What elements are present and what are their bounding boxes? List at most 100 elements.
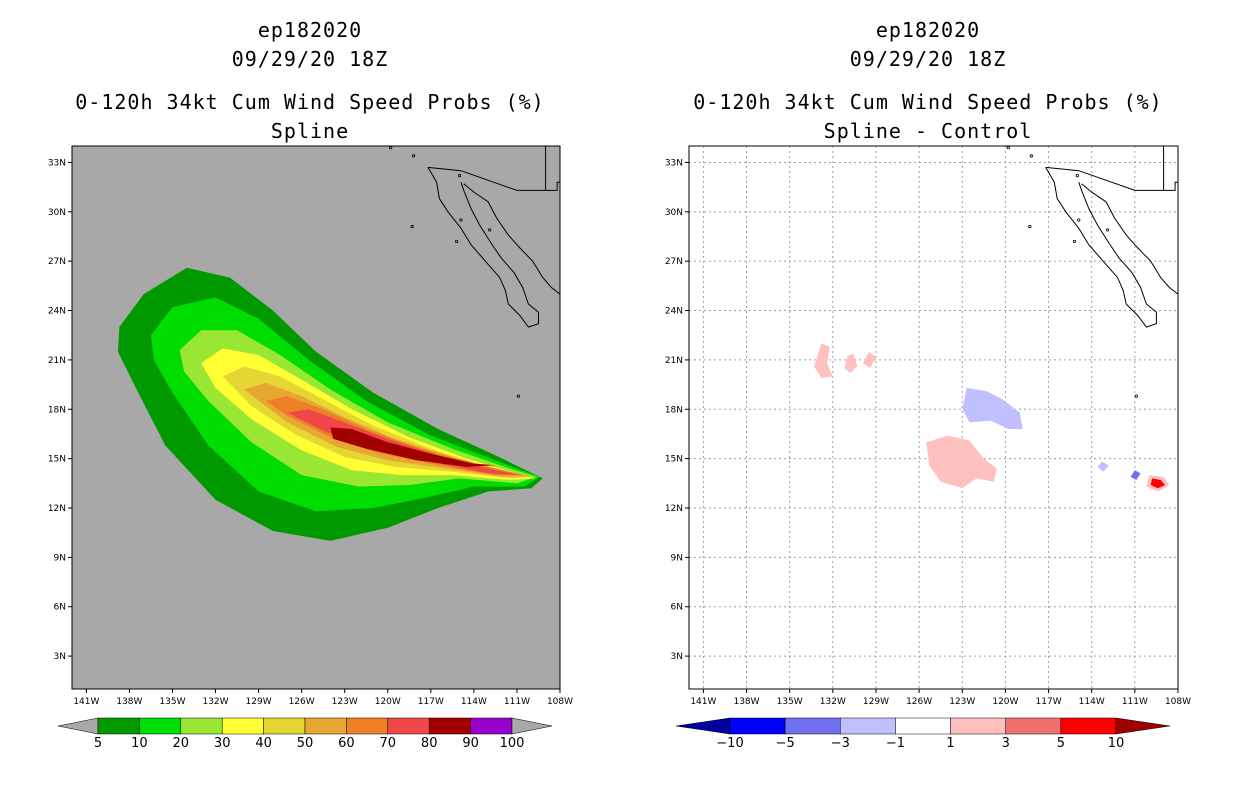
- island: [455, 239, 459, 244]
- island: [516, 394, 520, 398]
- colorbar-swatch: [840, 717, 896, 735]
- lon-tick-label: 117W: [1036, 697, 1062, 707]
- colorbar-label: 1: [946, 736, 954, 751]
- colorbar-swatch: [139, 717, 182, 735]
- island: [1134, 394, 1138, 398]
- right-title-time: 09/29/20 18Z: [849, 47, 1007, 71]
- colorbar-label: 70: [380, 736, 397, 751]
- lat-tick-label: 3N: [671, 652, 683, 662]
- colorbar-label: 10: [1108, 736, 1125, 751]
- contour-level-neg1: [962, 387, 1023, 429]
- colorbar-label: −5: [776, 736, 795, 751]
- left-title-method: Spline: [270, 119, 350, 143]
- lon-tick-label: 111W: [1122, 697, 1148, 707]
- island: [459, 218, 463, 222]
- lon-tick-label: 123W: [949, 697, 975, 707]
- contour-level-1: [844, 353, 858, 374]
- lat-tick-label: 12N: [48, 504, 66, 514]
- coastline: [427, 166, 560, 191]
- lon-tick-label: 132W: [820, 697, 846, 707]
- colorbar-label: 20: [173, 736, 190, 751]
- left-title-time: 09/29/20 18Z: [231, 47, 389, 71]
- lat-tick-label: 33N: [665, 158, 683, 168]
- colorbar-label: 80: [421, 736, 438, 751]
- lat-tick-label: 18N: [665, 405, 683, 415]
- lat-tick-label: 6N: [54, 603, 66, 613]
- colorbar-label: 5: [1057, 736, 1065, 751]
- plot-area: [117, 146, 560, 541]
- lat-tick-label: 3N: [54, 652, 66, 662]
- contour-level-1: [863, 351, 876, 369]
- colorbar-label: 3: [1002, 736, 1010, 751]
- colorbar-swatch: [428, 717, 471, 735]
- contour-level-40: [222, 366, 532, 479]
- colorbar-label: 60: [338, 736, 355, 751]
- lat-tick-label: 21N: [665, 356, 683, 366]
- contour-level-80: [330, 427, 496, 467]
- colorbar-label: 100: [500, 736, 525, 751]
- colorbar-label: 90: [462, 736, 479, 751]
- island: [1075, 174, 1079, 178]
- lon-tick-label: 135W: [777, 697, 803, 707]
- lat-tick-label: 9N: [671, 553, 683, 563]
- colorbar-swatch: [1060, 717, 1117, 735]
- lon-tick-label: 126W: [906, 697, 932, 707]
- colorbar-swatch: [221, 717, 264, 735]
- left-title-storm: ep182020: [257, 18, 363, 42]
- colorbar-swatch: [729, 717, 786, 735]
- colorbar-swatch: [263, 717, 306, 735]
- lon-tick-label: 108W: [1165, 697, 1191, 707]
- lat-tick-label: 15N: [48, 455, 66, 465]
- plot-frame: [688, 145, 1179, 690]
- island: [411, 154, 416, 158]
- coastline: [1045, 167, 1157, 328]
- island: [1072, 239, 1077, 244]
- island: [457, 174, 462, 178]
- lat-tick-label: 24N: [665, 307, 683, 317]
- colorbar: −10 −5 −3 −1 1 3 5 10: [675, 717, 1171, 751]
- lon-tick-label: 141W: [690, 697, 716, 707]
- colorbar: 5 10 20 30 40 50 60 70 80 90 100: [57, 717, 553, 751]
- right-title: ep182020 09/29/20 18Z 0-120h 34kt Cum Wi…: [678, 16, 1178, 146]
- colorbar-label: −3: [831, 736, 850, 751]
- lon-tick-label: 129W: [246, 697, 272, 707]
- colorbar-label: 50: [297, 736, 314, 751]
- coastline: [1081, 183, 1178, 295]
- lat-tick-label: 30N: [665, 208, 683, 218]
- lon-tick-label: 114W: [461, 697, 487, 707]
- coastline: [427, 167, 539, 328]
- colorbar-swatch: [784, 717, 841, 735]
- left-title: ep182020 09/29/20 18Z 0-120h 34kt Cum Wi…: [60, 16, 560, 146]
- lon-tick-label: 117W: [418, 697, 444, 707]
- colorbar-label: 5: [94, 736, 102, 751]
- plot-area: [689, 146, 1178, 689]
- colorbar-label: −10: [716, 736, 743, 751]
- island: [1105, 228, 1110, 232]
- lat-tick-label: 33N: [48, 158, 66, 168]
- lon-tick-label: 138W: [733, 697, 759, 707]
- lat-tick-label: 21N: [48, 356, 66, 366]
- contour-level-neg3: [1130, 470, 1141, 480]
- lon-tick-label: 114W: [1079, 697, 1105, 707]
- colorbar-swatch: [895, 717, 951, 735]
- colorbar-label: 10: [131, 736, 148, 751]
- contour-level-60: [265, 396, 525, 476]
- lat-tick-label: 18N: [48, 405, 66, 415]
- lon-tick-label: 120W: [375, 697, 401, 707]
- colorbar-label: 30: [214, 736, 231, 751]
- contour-level-50: [244, 382, 532, 477]
- island: [1028, 225, 1032, 229]
- colorbar-swatch: [470, 717, 513, 735]
- lat-tick-label: 24N: [48, 307, 66, 317]
- contour-level-70: [287, 409, 520, 476]
- island: [1077, 218, 1081, 222]
- island: [488, 228, 492, 232]
- colorbar-over-arrow: [511, 717, 553, 735]
- lat-tick-label: 6N: [671, 603, 683, 613]
- lon-tick-label: 129W: [863, 697, 889, 707]
- colorbar-swatch: [1005, 717, 1062, 735]
- plot-frame: [71, 145, 561, 690]
- lon-tick-label: 111W: [504, 697, 530, 707]
